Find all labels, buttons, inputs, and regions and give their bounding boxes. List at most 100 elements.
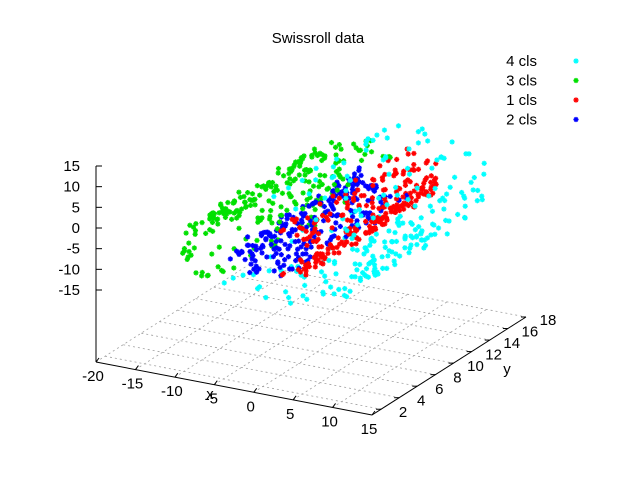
y-axis-label: y bbox=[503, 361, 511, 378]
grid-line-y bbox=[249, 263, 527, 318]
legend-marker bbox=[573, 97, 579, 103]
z-tick-label: 10 bbox=[63, 179, 80, 196]
data-point bbox=[419, 228, 425, 234]
data-point bbox=[318, 260, 324, 266]
data-point bbox=[392, 229, 398, 236]
data-point bbox=[304, 242, 310, 249]
data-point bbox=[370, 204, 376, 210]
data-point bbox=[349, 241, 355, 247]
data-point bbox=[402, 233, 408, 239]
data-point bbox=[358, 172, 364, 179]
data-point bbox=[287, 300, 294, 306]
data-point bbox=[333, 271, 339, 277]
data-point bbox=[323, 279, 329, 285]
data-point bbox=[280, 173, 287, 179]
data-point bbox=[300, 251, 306, 257]
z-tick-label: 15 bbox=[63, 158, 80, 175]
data-point bbox=[289, 266, 295, 272]
grid-line-y bbox=[141, 332, 418, 387]
data-point bbox=[251, 266, 257, 272]
data-point bbox=[291, 163, 297, 170]
data-point bbox=[406, 250, 412, 256]
data-point bbox=[278, 238, 284, 244]
data-point bbox=[437, 198, 443, 204]
data-point bbox=[293, 251, 299, 257]
data-point bbox=[380, 214, 387, 220]
data-point bbox=[336, 286, 342, 293]
data-point bbox=[363, 245, 369, 251]
data-point bbox=[363, 266, 370, 272]
data-point bbox=[333, 199, 340, 205]
x-tick-label: 5 bbox=[286, 406, 294, 423]
data-point bbox=[193, 270, 199, 276]
data-point bbox=[344, 173, 350, 179]
data-point bbox=[298, 217, 305, 223]
data-point bbox=[380, 265, 386, 271]
data-point bbox=[381, 127, 388, 133]
data-point bbox=[327, 211, 333, 217]
z-tick-labels: 15 10 5 0 -5 -10 -15 bbox=[58, 158, 102, 299]
legend-label: 3 cls bbox=[506, 73, 537, 90]
z-tick-label: -10 bbox=[58, 261, 80, 278]
data-point bbox=[361, 251, 367, 257]
legend-label: 2 cls bbox=[506, 112, 537, 129]
data-point bbox=[294, 232, 300, 238]
data-point bbox=[373, 231, 379, 237]
data-point bbox=[253, 247, 259, 253]
data-point bbox=[387, 205, 393, 211]
data-point bbox=[363, 203, 370, 209]
data-point bbox=[279, 190, 286, 196]
data-point bbox=[192, 231, 198, 237]
data-point bbox=[337, 174, 343, 180]
data-point bbox=[352, 208, 359, 214]
data-point bbox=[330, 206, 337, 212]
data-point bbox=[292, 219, 298, 225]
data-point bbox=[247, 269, 253, 276]
data-point bbox=[444, 231, 450, 237]
data-point bbox=[402, 245, 408, 251]
x-tick-mark bbox=[213, 380, 218, 386]
data-point bbox=[468, 179, 474, 185]
data-point bbox=[333, 168, 340, 175]
data-point bbox=[379, 254, 385, 260]
legend: 4 cls 3 cls 1 cls 2 cls bbox=[506, 53, 579, 129]
data-point bbox=[462, 195, 468, 201]
data-point bbox=[204, 273, 210, 279]
data-point bbox=[231, 265, 237, 271]
data-point bbox=[326, 197, 332, 204]
data-point bbox=[354, 227, 360, 233]
data-point bbox=[370, 176, 376, 183]
data-point bbox=[271, 246, 277, 252]
grid-line-x bbox=[292, 301, 448, 401]
data-point bbox=[394, 156, 400, 163]
data-point bbox=[203, 230, 209, 237]
data-point bbox=[405, 196, 411, 203]
data-point bbox=[327, 237, 334, 243]
x-tick-labels: -20 -15 -10 -5 0 5 10 15 bbox=[82, 357, 377, 438]
data-point bbox=[395, 123, 402, 129]
data-point bbox=[393, 238, 400, 245]
data-point bbox=[245, 234, 251, 240]
data-point bbox=[357, 261, 363, 268]
data-point bbox=[412, 227, 418, 233]
data-point bbox=[242, 199, 248, 205]
data-point bbox=[209, 219, 216, 226]
data-point bbox=[391, 173, 397, 179]
data-point bbox=[443, 191, 450, 197]
data-point bbox=[413, 198, 419, 204]
data-point bbox=[393, 251, 399, 257]
data-point bbox=[322, 195, 328, 201]
data-point bbox=[302, 282, 308, 288]
data-point bbox=[370, 137, 376, 143]
data-point bbox=[274, 226, 280, 232]
data-point bbox=[336, 183, 342, 189]
data-point bbox=[287, 176, 293, 182]
x-tick-mark bbox=[371, 410, 376, 416]
data-point bbox=[290, 178, 297, 184]
legend-marker bbox=[573, 116, 579, 123]
data-point bbox=[331, 260, 338, 267]
data-point bbox=[415, 129, 421, 135]
data-point bbox=[429, 165, 435, 171]
data-point bbox=[331, 181, 337, 188]
z-tick-label: -5 bbox=[67, 241, 80, 258]
